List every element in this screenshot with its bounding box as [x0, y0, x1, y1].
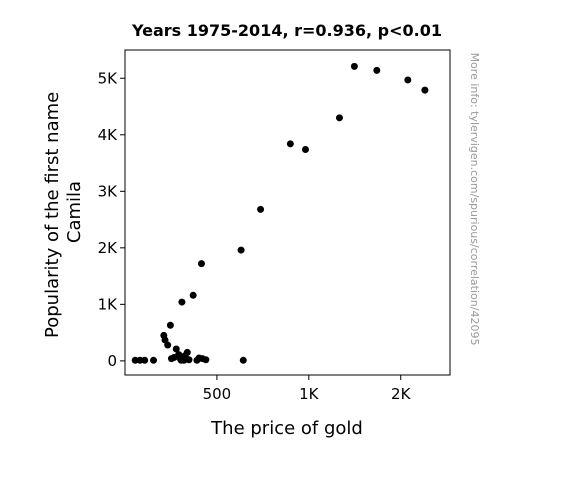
data-point	[131, 356, 139, 364]
data-point	[237, 246, 245, 254]
y-tick-label: 0	[107, 352, 117, 370]
x-axis-label: The price of gold	[210, 418, 363, 439]
data-point	[350, 62, 358, 70]
data-point	[404, 76, 412, 84]
data-point	[141, 356, 149, 364]
data-point	[239, 356, 247, 364]
x-axis-ticks: 500 1K 2K	[203, 375, 412, 403]
x-tick-label: 1K	[299, 385, 320, 403]
chart-title: Years 1975-2014, r=0.936, p<0.01	[131, 21, 442, 40]
y-tick-label: 3K	[98, 182, 119, 200]
data-point	[198, 355, 206, 363]
y-tick-label: 5K	[98, 69, 119, 87]
data-points	[131, 62, 429, 364]
y-tick-label: 1K	[98, 295, 119, 313]
data-point	[373, 66, 381, 74]
data-point	[172, 345, 180, 353]
data-point	[197, 260, 205, 268]
y-axis-label-line-1: Popularity of the first name	[42, 92, 63, 338]
data-point	[286, 140, 294, 148]
data-point	[335, 114, 343, 122]
data-point	[150, 356, 158, 364]
plot-area	[124, 49, 451, 376]
data-point	[185, 356, 193, 364]
y-axis-label-line-2: Camila	[64, 181, 85, 243]
watermark-text: More info: tylervigen.com/spurious/corre…	[468, 53, 481, 346]
data-point	[166, 321, 174, 329]
x-tick-label: 2K	[391, 385, 412, 403]
data-point	[257, 205, 265, 213]
data-point	[183, 348, 191, 356]
y-axis-ticks: 0 1K 2K 3K 4K 5K	[98, 69, 125, 370]
data-point	[178, 298, 186, 306]
data-point	[189, 291, 197, 299]
y-tick-label: 4K	[98, 126, 119, 144]
data-point	[421, 86, 429, 94]
data-point	[301, 145, 309, 153]
y-tick-label: 2K	[98, 239, 119, 257]
data-point	[164, 341, 172, 349]
x-tick-label: 500	[203, 385, 232, 403]
y-axis-label: Popularity of the first name Camila	[42, 86, 85, 338]
